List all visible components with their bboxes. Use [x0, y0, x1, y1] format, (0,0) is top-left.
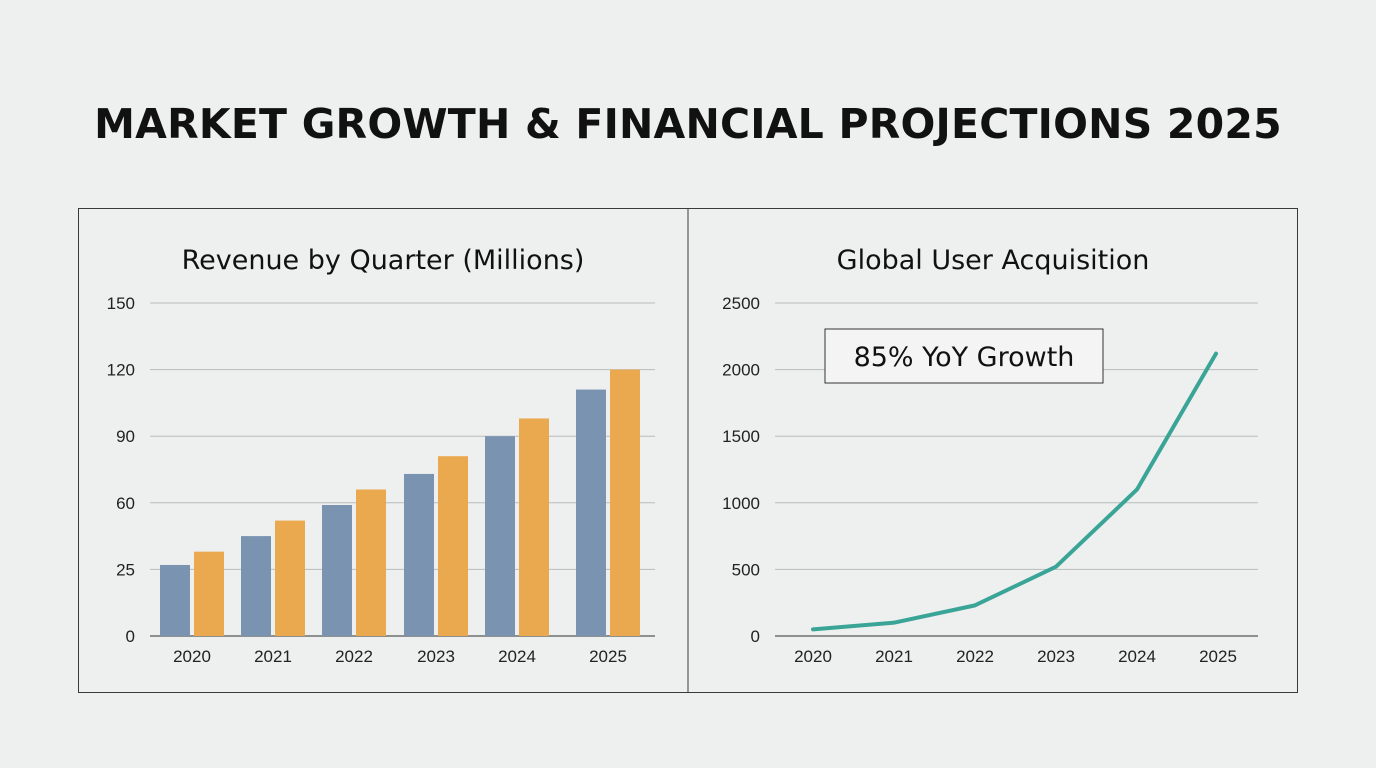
growth-annotation-box — [824, 328, 1104, 384]
bar-y-tick-label: 150 — [107, 294, 135, 313]
bar-2023-series-2 — [438, 456, 468, 636]
bar-2025-series-1 — [576, 389, 606, 636]
bar-y-tick-label: 60 — [116, 494, 135, 513]
user-acquisition-line-chart: Global User Acquisition 0 500 1000 1500 2000… — [722, 245, 1258, 666]
revenue-chart-title: Revenue by Quarter (Millions) — [182, 245, 585, 276]
bar-2024-series-2 — [519, 418, 549, 636]
bar-x-tick-label: 2024 — [498, 647, 536, 666]
bar-2024-series-1 — [485, 436, 515, 636]
bar-2022-series-2 — [356, 489, 386, 636]
bar-x-tick-label: 2020 — [173, 647, 211, 666]
bar-x-tick-label: 2021 — [254, 647, 292, 666]
bar-y-tick-label: 25 — [116, 560, 135, 579]
bar-2020-series-1 — [160, 564, 190, 636]
bar-x-tick-label: 2022 — [335, 647, 373, 666]
line-x-tick-label: 2023 — [1037, 647, 1075, 666]
user-acquisition-series-line — [811, 351, 1218, 632]
bar-x-tick-label: 2023 — [417, 647, 455, 666]
line-x-tick-label: 2020 — [794, 647, 832, 666]
line-y-tick-label: 1000 — [722, 494, 760, 513]
line-y-tick-label: 2500 — [722, 294, 760, 313]
bar-2021-series-1 — [241, 536, 271, 636]
revenue-bar-chart: Revenue by Quarter (Millions) 0 25 60 90 120… — [107, 245, 655, 666]
bar-2022-series-1 — [322, 505, 352, 636]
bar-2020-series-2 — [194, 551, 224, 636]
growth-annotation-label: 85% YoY Growth — [854, 342, 1075, 373]
page-title: MARKET GROWTH & FINANCIAL PROJECTIONS 20… — [94, 100, 1282, 148]
line-x-tick-label: 2024 — [1118, 647, 1156, 666]
bar-2021-series-2 — [275, 520, 305, 636]
bar-y-tick-label: 0 — [126, 627, 135, 646]
line-x-tick-label: 2022 — [956, 647, 994, 666]
bar-2023-series-1 — [404, 473, 434, 636]
bar-y-tick-label: 120 — [107, 361, 135, 380]
bar-y-tick-label: 90 — [116, 427, 135, 446]
line-x-tick-label: 2025 — [1199, 647, 1237, 666]
bar-x-tick-label: 2025 — [589, 647, 627, 666]
line-y-tick-label: 500 — [732, 560, 760, 579]
user-acquisition-chart-title: Global User Acquisition — [837, 245, 1150, 276]
line-y-tick-label: 0 — [751, 627, 760, 646]
bar-2025-series-2 — [610, 369, 640, 636]
line-y-tick-label: 2000 — [722, 361, 760, 380]
line-x-tick-label: 2021 — [875, 647, 913, 666]
line-y-tick-label: 1500 — [722, 427, 760, 446]
